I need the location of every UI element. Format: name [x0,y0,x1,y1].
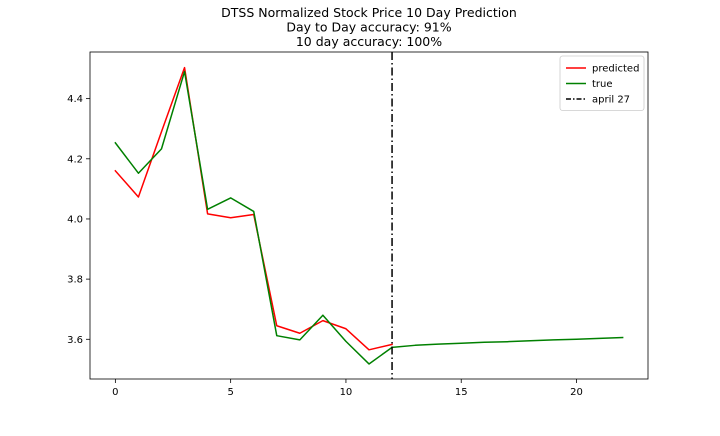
y-tick-label-4.4: 4.4 [67,94,83,105]
y-tick-label-4.2: 4.2 [67,154,83,165]
x-tick-label-15: 15 [455,387,468,398]
series-line-predicted [114,66,393,351]
y-tick-label-3.8: 3.8 [67,275,83,286]
legend: predicted true april 27 [559,55,645,111]
plot-frame [89,51,649,380]
x-tick-label-20: 20 [570,387,583,398]
title-line-2: Day to Day accuracy: 91% [286,20,451,35]
legend-label-true: true [592,79,613,90]
x-tick-label-5: 5 [227,387,233,398]
series-line-true [114,70,624,365]
y-tick-label-3.6: 3.6 [67,335,83,346]
x-tick-label-0: 0 [112,387,118,398]
axes: 0 5 10 15 20 3.6 3.8 4.0 4.2 4.4 [67,51,649,398]
title-line-3: 10 day accuracy: 100% [296,34,442,49]
y-tick-label-4: 4.0 [67,214,83,225]
legend-label-april-27: april 27 [592,95,630,106]
x-tick-label-10: 10 [340,387,353,398]
legend-box [559,55,645,111]
legend-label-predicted: predicted [592,64,639,75]
title-line-1: DTSS Normalized Stock Price 10 Day Predi… [221,5,517,20]
chart-title: DTSS Normalized Stock Price 10 Day Predi… [221,5,517,49]
